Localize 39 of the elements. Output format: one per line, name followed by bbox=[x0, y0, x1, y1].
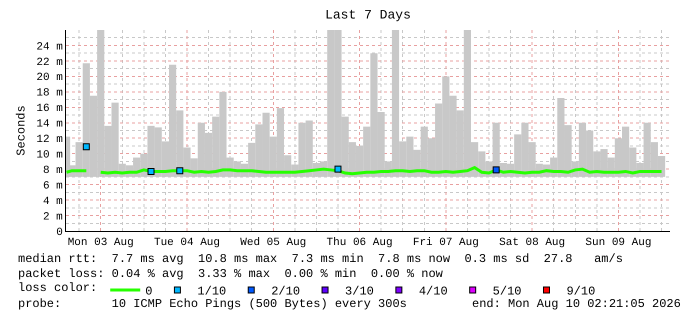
text: median rtt: 7.7 ms avg 10.8 ms max 7.3 ms min 7.8 ms now 0.3 ms sd 27.8 am/s bbox=[18, 252, 623, 266]
point bbox=[176, 167, 184, 174]
legend-label: 0 bbox=[145, 284, 152, 299]
y-tick-label: 20 m bbox=[36, 72, 64, 84]
legend-label: 9/10 bbox=[566, 284, 596, 299]
chart-title: Last 7 Days bbox=[325, 8, 411, 23]
y-tick-label: 14 m bbox=[36, 118, 64, 131]
legend-label: 5/10 bbox=[492, 284, 522, 299]
x-tick-label: Thu 06 Aug bbox=[326, 237, 393, 250]
y-tick-label: 8 m bbox=[42, 165, 64, 177]
y-tick-label: 2 m bbox=[42, 211, 64, 224]
point bbox=[148, 168, 155, 175]
y-tick-label: 10 m bbox=[36, 150, 64, 162]
y-axis-title: Seconds bbox=[14, 105, 29, 156]
text: end: Mon Aug 10 02:21:05 2026 bbox=[472, 297, 681, 311]
y-tick-label: 12 m bbox=[36, 134, 64, 146]
legend-label: 1/10 bbox=[197, 284, 226, 299]
y-tick-label: 18 m bbox=[36, 88, 64, 100]
legend-label: 3/10 bbox=[345, 284, 374, 299]
legend-label: 4/10 bbox=[418, 284, 448, 299]
x-tick-label: Mon 03 Aug bbox=[68, 237, 134, 250]
x-tick-label: Sat 08 Aug bbox=[499, 237, 566, 250]
point bbox=[334, 166, 342, 173]
y-tick-label: 16 m bbox=[36, 103, 64, 116]
x-tick-label: Wed 05 Aug bbox=[240, 237, 306, 250]
y-tick-label: 6 m bbox=[42, 180, 64, 192]
legend-title: loss color: bbox=[18, 281, 98, 296]
text: probe: 10 ICMP Echo Pings (500 Bytes) every 300s bbox=[18, 297, 407, 311]
y-tick-label: 0 bbox=[56, 226, 63, 239]
x-tick-label: Fri 07 Aug bbox=[412, 237, 479, 250]
legend-label: 2/10 bbox=[271, 284, 300, 299]
y-tick-label: 4 m bbox=[42, 196, 64, 208]
y-tick-label: 24 m bbox=[36, 41, 64, 54]
point bbox=[492, 166, 500, 174]
text: packet loss: 0.04 % avg 3.33 % max 0.00 % min 0.00 % now bbox=[18, 267, 444, 281]
y-tick-label: 22 m bbox=[36, 56, 64, 69]
x-tick-label: Tue 04 Aug bbox=[154, 237, 220, 250]
x-tick-label: Sun 09 Aug bbox=[585, 237, 652, 250]
point bbox=[82, 143, 90, 150]
